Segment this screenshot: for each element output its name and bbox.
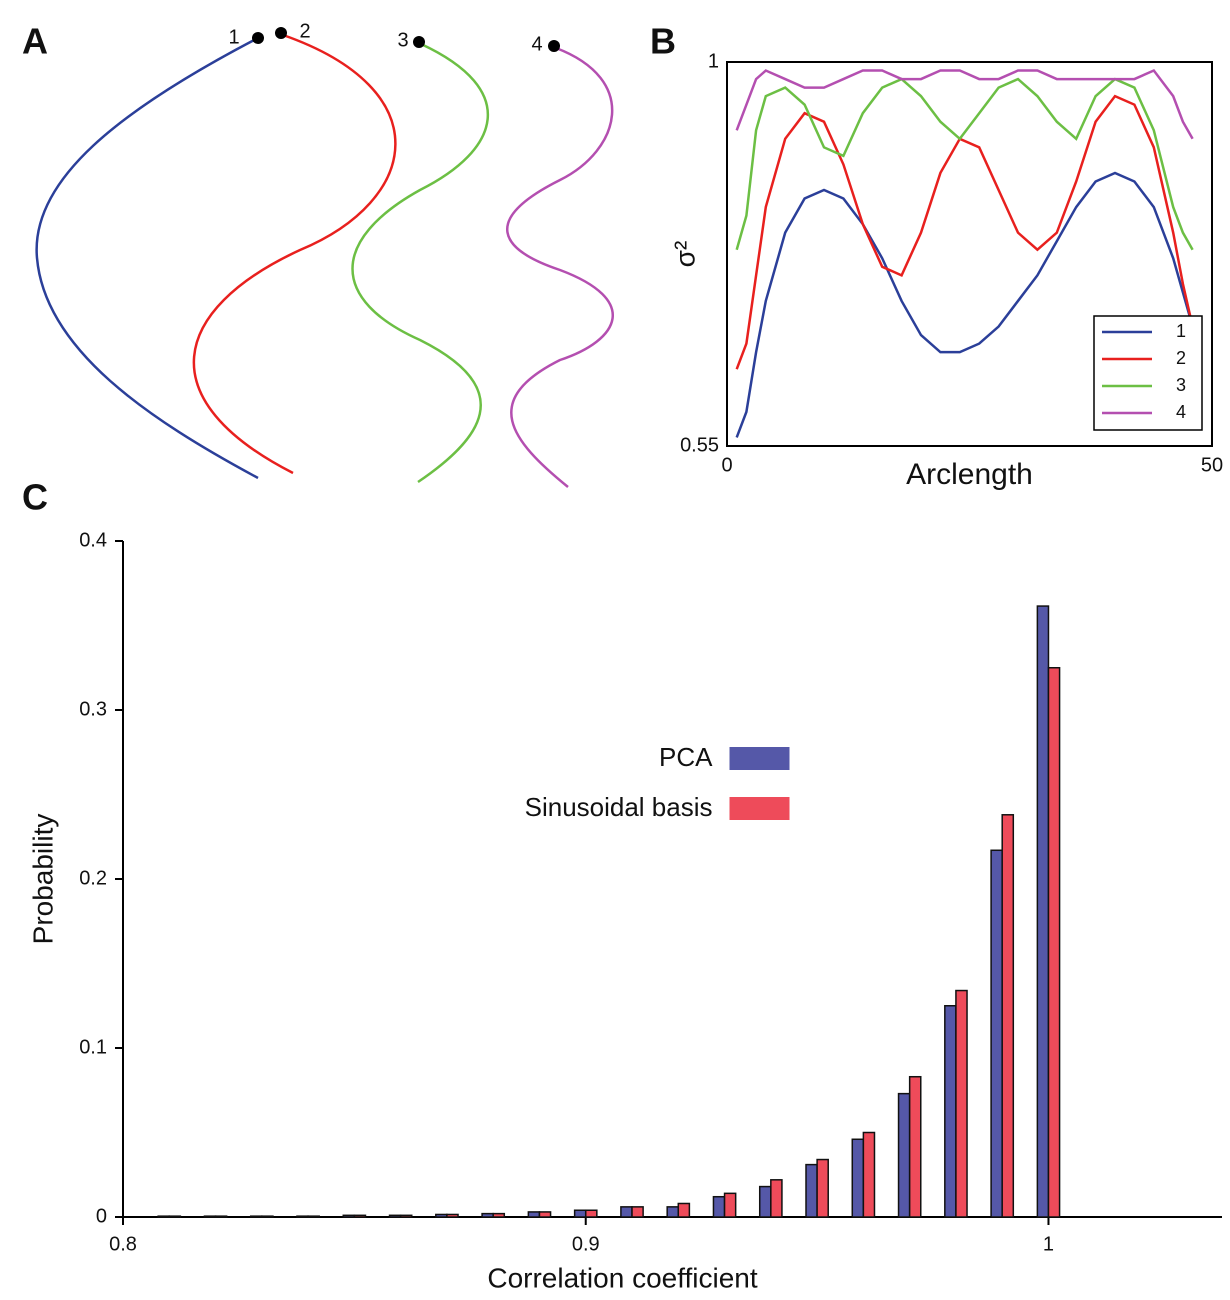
curve (192, 33, 397, 475)
bar (261, 1215, 274, 1218)
x-tick-label: 0 (721, 454, 732, 476)
bar (446, 1213, 459, 1218)
plot-frame (726, 61, 1213, 447)
bar (631, 1206, 644, 1218)
bar (862, 1131, 876, 1218)
bar (990, 849, 1003, 1218)
bar (388, 1214, 402, 1218)
legend-box (1093, 315, 1203, 431)
curve (351, 42, 490, 484)
legend-label: 3 (1176, 375, 1186, 395)
bar (353, 1214, 367, 1218)
x-tick-label: 1 (1043, 1233, 1054, 1255)
bar (203, 1215, 217, 1218)
legend-swatch (729, 797, 790, 820)
bar (481, 1212, 494, 1218)
bar (168, 1215, 182, 1218)
curve (506, 46, 614, 488)
bar (758, 1185, 772, 1218)
bar (955, 989, 968, 1218)
bar (666, 1206, 680, 1218)
bar (1036, 605, 1050, 1218)
y-tick-label: 0.3 (79, 698, 107, 720)
y-tick-label: 0.2 (79, 867, 107, 889)
bar (908, 1075, 922, 1218)
bar (944, 1005, 957, 1218)
bar (157, 1215, 171, 1218)
legend-label: Sinusoidal basis (525, 792, 713, 822)
bar (492, 1212, 506, 1218)
x-tick-label: 50 (1201, 454, 1223, 476)
panel-label: B (650, 21, 676, 62)
bar (527, 1211, 541, 1218)
legend-label: PCA (659, 742, 713, 772)
bar (307, 1215, 320, 1218)
panel-label: A (22, 21, 48, 62)
x-tick-label: 0.8 (109, 1233, 137, 1255)
curve-label: 1 (228, 26, 239, 48)
curve (35, 36, 259, 480)
bar (214, 1215, 228, 1218)
bar (342, 1214, 356, 1218)
curve-label: 3 (397, 29, 408, 51)
bar (538, 1211, 552, 1218)
panel-label: C (22, 477, 48, 518)
x-tick-label: 0.9 (572, 1233, 600, 1255)
legend-swatch (729, 747, 790, 770)
start-dot (275, 27, 287, 39)
y-axis-label: Probability (27, 814, 58, 945)
curve-label: 2 (299, 20, 310, 42)
bar (249, 1215, 263, 1218)
y-tick-label: 0.4 (79, 529, 107, 551)
bar (897, 1092, 911, 1218)
bar (573, 1209, 587, 1218)
series-line (735, 77, 1194, 251)
start-dot (548, 40, 560, 52)
y-tick-label: 0.1 (79, 1036, 107, 1058)
bar (723, 1192, 737, 1218)
legend-label: 2 (1176, 348, 1186, 368)
bar (851, 1138, 865, 1218)
series-line (735, 68, 1194, 140)
bar (677, 1202, 691, 1218)
bar (296, 1215, 309, 1218)
panel-a: A 1 2 3 4 (22, 20, 614, 488)
bar (1001, 814, 1015, 1218)
bar (399, 1214, 413, 1218)
start-dot (413, 36, 425, 48)
x-axis-label: Arclength (906, 458, 1033, 491)
bar (584, 1209, 598, 1218)
x-axis-label: Correlation coefficient (487, 1262, 758, 1293)
bar (712, 1195, 726, 1218)
bar (435, 1213, 448, 1218)
y-tick-label: 0.55 (680, 434, 719, 456)
y-tick-label: 0 (96, 1205, 107, 1227)
bar (770, 1179, 783, 1218)
y-tick-label: 1 (708, 50, 719, 72)
bar (805, 1163, 818, 1218)
y-axis-label: σ² (669, 241, 700, 268)
curve-label: 4 (531, 33, 542, 55)
bar (816, 1158, 829, 1218)
bar (620, 1206, 633, 1218)
bar (1047, 667, 1061, 1218)
legend-label: 4 (1176, 402, 1186, 422)
series-line (735, 171, 1194, 438)
start-dot (252, 32, 264, 44)
legend-label: 1 (1176, 321, 1186, 341)
